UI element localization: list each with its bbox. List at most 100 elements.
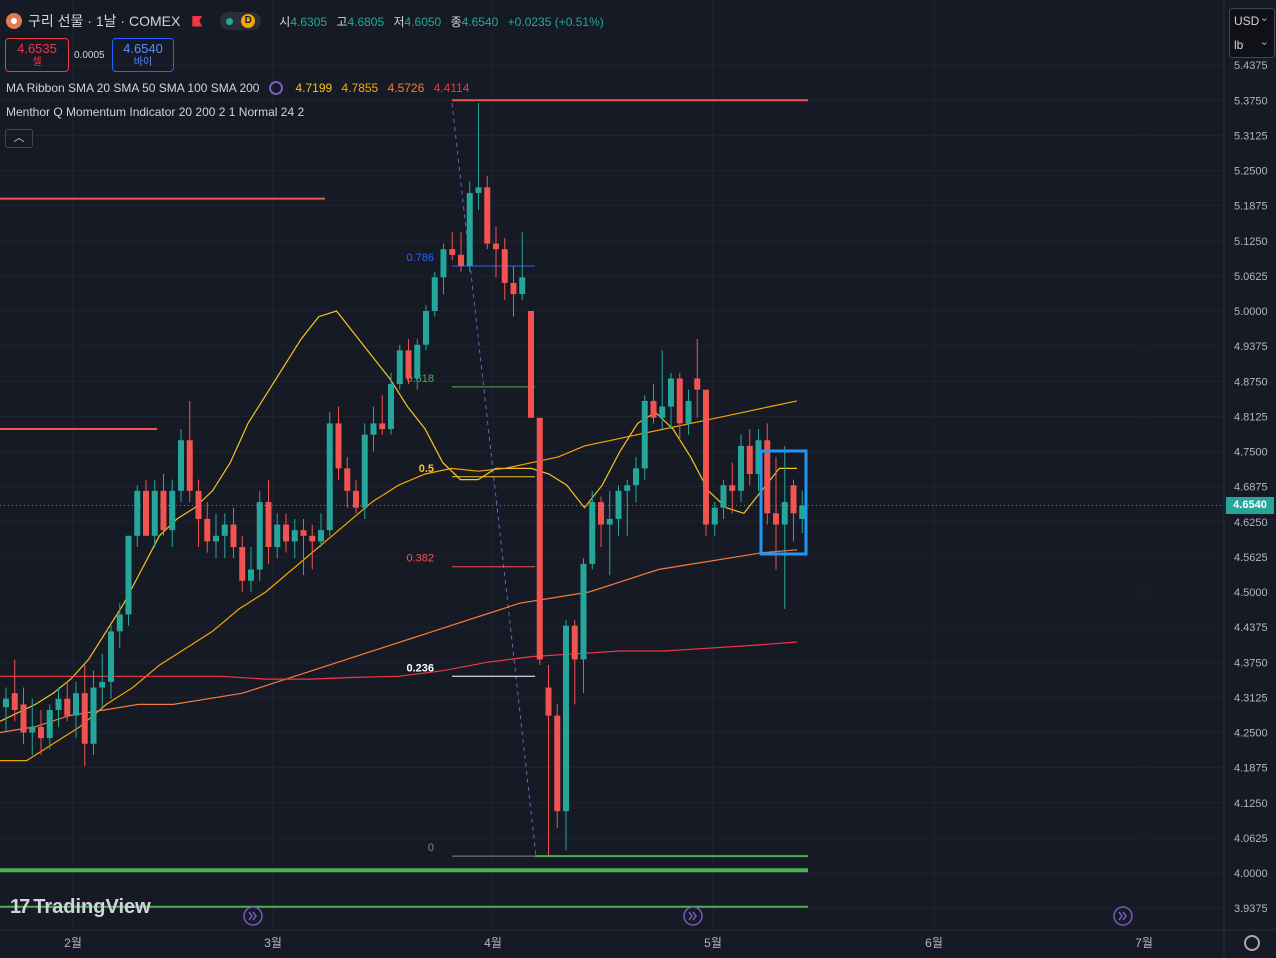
- candle-body: [64, 698, 71, 716]
- candle-body: [29, 726, 36, 733]
- candle-body: [729, 485, 736, 491]
- price-tick-label: 4.2500: [1234, 728, 1268, 740]
- chevron-up-icon[interactable]: ︿: [5, 129, 33, 148]
- price-tick-label: 5.0000: [1234, 306, 1268, 318]
- candle-body: [501, 249, 508, 283]
- sell-button[interactable]: 4.6535 셀: [5, 38, 69, 72]
- candle-body: [641, 400, 648, 469]
- candle-body: [274, 524, 281, 548]
- event-marker-icon: [243, 906, 263, 926]
- candle-body: [773, 513, 779, 525]
- candle-body: [510, 282, 517, 295]
- unit-select[interactable]: lb: [1230, 30, 1274, 57]
- market-status[interactable]: D: [220, 12, 262, 30]
- candle-body: [563, 625, 569, 812]
- candle-body: [388, 384, 394, 430]
- ma-line-sma200: [0, 641, 798, 680]
- candle-body: [46, 710, 53, 739]
- unit-selector[interactable]: USD lb: [1229, 6, 1275, 58]
- tradingview-logo[interactable]: 17 TradingView: [10, 896, 151, 918]
- event-marker-arrow-icon: [1118, 911, 1127, 921]
- price-axis[interactable]: 5.4375 5.3750 5.3125 5.2500 5.1875 5.1250 5.06…: [1223, 0, 1276, 958]
- candle-body: [475, 187, 482, 193]
- price-tick-label: 4.1875: [1234, 763, 1268, 775]
- candle-body: [694, 378, 701, 390]
- ma-ribbon-legend[interactable]: MA Ribbon SMA 20 SMA 50 SMA 100 SMA 200 …: [6, 81, 470, 95]
- settings-icon[interactable]: [1244, 935, 1260, 951]
- candle-body: [230, 524, 237, 548]
- candle-body: [213, 535, 219, 542]
- candle-body: [353, 490, 359, 508]
- candle-body: [318, 530, 324, 542]
- candle-body: [3, 698, 9, 708]
- candle-body: [519, 277, 526, 295]
- candle-body: [55, 698, 62, 711]
- candle-body: [309, 535, 316, 542]
- time-tick-label: 2월: [64, 936, 82, 950]
- candle-body: [38, 726, 44, 739]
- candle-body: [650, 400, 657, 418]
- candle-body: [466, 192, 473, 267]
- price-tick-label: 4.5000: [1234, 587, 1268, 599]
- candle-body: [186, 440, 193, 491]
- price-tick-label: 5.1250: [1234, 236, 1268, 248]
- candle-body: [283, 524, 289, 542]
- fib-level-label: 0.236: [406, 662, 434, 674]
- ma-line-sma50: [0, 400, 798, 762]
- candle-body: [248, 569, 254, 581]
- candle-body: [580, 563, 587, 660]
- time-axis[interactable]: 2월 3월 4월 5월 6월 7월: [0, 929, 1276, 950]
- fib-level-label: 0.618: [406, 373, 434, 385]
- candle-body: [431, 277, 438, 311]
- flag-icon[interactable]: [192, 15, 203, 27]
- candle-body: [536, 417, 543, 660]
- price-tick-label: 5.1875: [1234, 201, 1268, 213]
- candle-body: [379, 423, 386, 430]
- buy-button[interactable]: 4.6540 바이: [112, 38, 174, 72]
- candle-body: [125, 535, 132, 615]
- price-change: +0.0235 (+0.51%): [507, 14, 604, 29]
- price-tick-label: 5.4375: [1234, 60, 1268, 72]
- fibonacci-retracement[interactable]: 0.786 0.618 0.5 0.382 0.236 0: [406, 103, 537, 857]
- candle-body: [615, 490, 622, 519]
- price-tick-label: 4.3750: [1234, 657, 1268, 669]
- currency-select[interactable]: USD: [1230, 6, 1274, 33]
- candle-body: [151, 490, 158, 536]
- time-tick-label: 4월: [484, 936, 502, 950]
- indicator-status-icon: [269, 81, 284, 95]
- candle-body: [738, 445, 744, 491]
- candle-body: [720, 485, 727, 508]
- momentum-legend[interactable]: Menthor Q Momentum Indicator 20 200 2 1 …: [6, 105, 305, 119]
- candle-body: [685, 400, 692, 424]
- moving-average-ribbon: [0, 310, 798, 762]
- time-tick-label: 3월: [264, 936, 282, 950]
- candle-body: [116, 614, 123, 632]
- candle-body: [799, 505, 806, 519]
- event-markers[interactable]: [243, 906, 1133, 926]
- candle-body: [361, 434, 368, 508]
- event-marker-arrow-icon: [688, 911, 697, 921]
- candle-body: [335, 423, 342, 469]
- symbol-title[interactable]: 구리 선물 · 1날 · COMEX: [28, 13, 181, 29]
- price-tick-label: 4.8125: [1234, 411, 1268, 423]
- candle-body: [370, 423, 377, 435]
- candle-body: [423, 311, 429, 345]
- candle-body: [484, 187, 491, 244]
- chart-header: 구리 선물 · 1날 · COMEX D 시4.6305 고4.6805 저4.…: [6, 9, 610, 33]
- candle-body: [545, 687, 552, 716]
- candle-body: [554, 715, 561, 812]
- candle-body: [326, 423, 333, 531]
- candle-body: [73, 693, 79, 716]
- ohlc-values: 시4.6305 고4.6805 저4.6050 종4.6540 +0.0235 …: [279, 14, 604, 29]
- price-tick-label: 5.2500: [1234, 166, 1268, 178]
- market-open-dot-icon: [226, 17, 234, 25]
- ma-line-sma20: [0, 310, 797, 722]
- last-price-label: 4.6540: [1226, 497, 1274, 514]
- price-axis-bg: [1224, 0, 1276, 958]
- price-tick-label: 4.6875: [1234, 482, 1268, 494]
- fib-level-label: 0.786: [406, 252, 434, 264]
- price-tick-label: 5.0625: [1234, 271, 1268, 283]
- candle-body: [195, 490, 202, 519]
- candle-body: [134, 490, 141, 536]
